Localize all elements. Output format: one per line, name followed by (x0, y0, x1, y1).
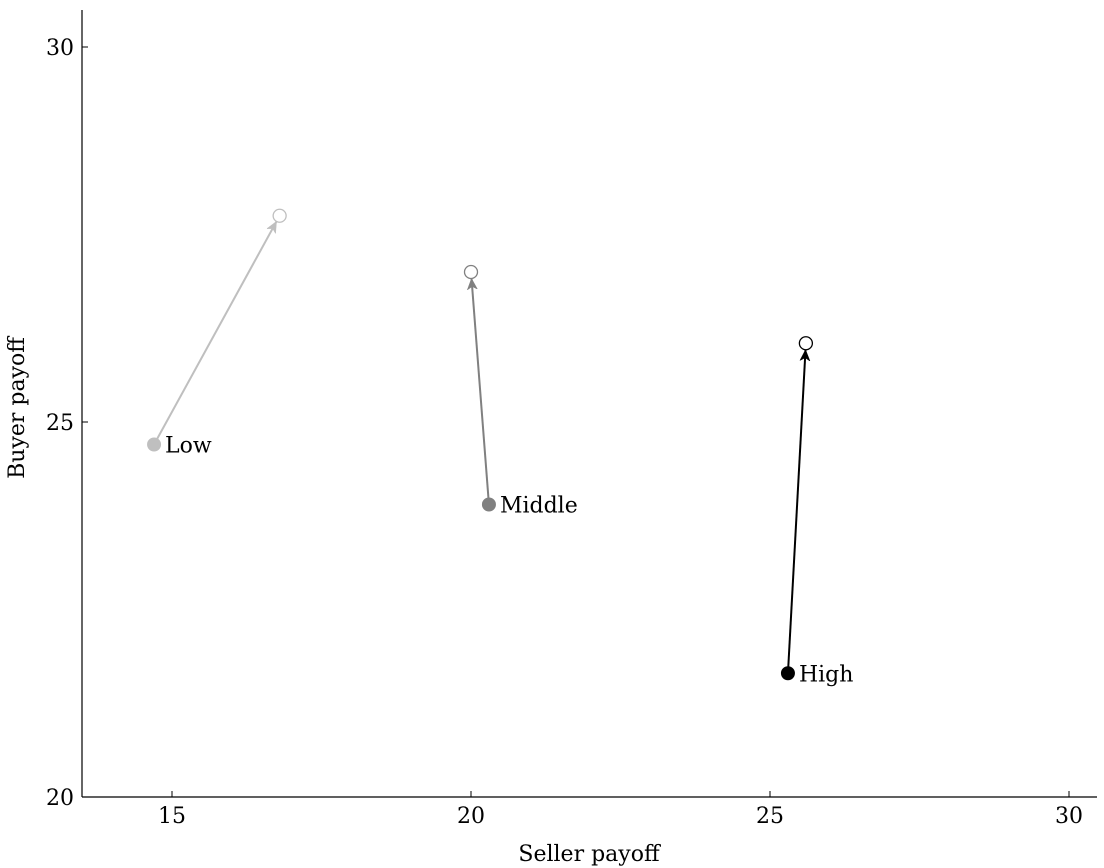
end-point-low (272, 208, 287, 223)
arrow-low (153, 221, 278, 445)
start-point-high (780, 666, 795, 681)
series-low: Low (147, 208, 287, 459)
y-tick-label: 25 (46, 411, 74, 436)
x-tick-label: 15 (158, 804, 186, 829)
end-point-middle (463, 264, 479, 280)
y-axis-title: Buyer payoff (5, 336, 30, 479)
end-point-high (798, 336, 814, 351)
x-axis-ticks: 15 20 25 30 (158, 791, 1083, 829)
arrow-middle (472, 278, 490, 505)
x-axis-title: Seller payoff (518, 842, 661, 867)
x-tick-label: 20 (457, 804, 485, 829)
x-tick-label: 30 (1055, 804, 1083, 829)
y-tick-label: 20 (46, 786, 74, 811)
arrow-high (786, 350, 806, 674)
series-layer: Low Middle High (147, 208, 853, 687)
start-point-middle (481, 497, 496, 512)
start-point-low (147, 437, 162, 452)
point-label-low: Low (165, 434, 212, 459)
point-label-middle: Middle (500, 494, 578, 519)
y-axis-ticks: 20 25 30 (46, 36, 88, 811)
y-tick-label: 30 (46, 36, 74, 61)
point-label-high: High (799, 662, 853, 687)
x-tick-label: 25 (756, 804, 784, 829)
series-middle: Middle (463, 264, 578, 519)
series-high: High (780, 336, 853, 687)
